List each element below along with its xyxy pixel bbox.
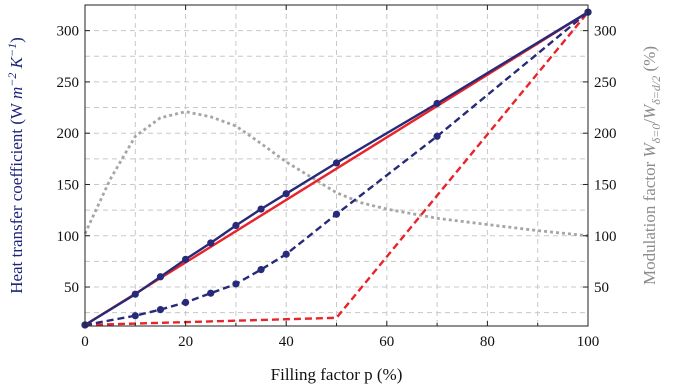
y-tick-label: 100 bbox=[57, 229, 80, 245]
data-point bbox=[257, 205, 265, 213]
series-line-3 bbox=[84, 11, 589, 327]
data-point bbox=[182, 298, 190, 307]
y2-tick-label: 250 bbox=[594, 75, 617, 91]
data-point bbox=[156, 273, 165, 281]
y-axis-label: Heat transfer coefficient (W m−2 K−1) bbox=[5, 37, 26, 294]
x-tick-label: 80 bbox=[480, 334, 495, 350]
data-point bbox=[232, 221, 240, 230]
data-point bbox=[433, 132, 441, 140]
y-tick-label: 200 bbox=[57, 126, 80, 142]
data-point bbox=[332, 210, 341, 218]
data-point bbox=[282, 190, 290, 198]
y-tick-label: 150 bbox=[57, 177, 80, 193]
ticks: 0 20 40 60 80 100 50 100 150 200 250 300 50 100 150 200… bbox=[57, 5, 617, 350]
y2-tick-label: 150 bbox=[594, 177, 617, 193]
data-point bbox=[207, 239, 215, 247]
y2-tick-label: 300 bbox=[594, 24, 617, 40]
x-tick-label: 100 bbox=[577, 334, 600, 350]
y-tick-label: 300 bbox=[57, 24, 80, 40]
x-tick-label: 40 bbox=[279, 334, 294, 350]
y-tick-label: 250 bbox=[57, 75, 80, 91]
data-point bbox=[332, 159, 341, 167]
data-point bbox=[182, 255, 190, 263]
data-point bbox=[257, 265, 265, 274]
data-point bbox=[282, 250, 290, 258]
x-tick-label: 20 bbox=[178, 334, 193, 350]
data-point bbox=[131, 290, 139, 298]
data-point bbox=[433, 99, 441, 108]
y2-tick-label: 200 bbox=[594, 126, 617, 142]
series-line-2 bbox=[84, 11, 589, 327]
x-tick-label: 60 bbox=[379, 334, 394, 350]
x-axis-label: Filling factor p (%) bbox=[271, 365, 403, 384]
y2-axis-label: Modulation factor Wδ=0/Wδ=d/2 (%) bbox=[640, 46, 663, 285]
data-point bbox=[207, 289, 215, 297]
data-point bbox=[131, 312, 139, 320]
y2-tick-label: 100 bbox=[594, 229, 617, 245]
y2-tick-label: 50 bbox=[594, 280, 609, 296]
grid bbox=[85, 5, 588, 326]
data-point bbox=[156, 305, 165, 314]
x-tick-label: 0 bbox=[81, 334, 89, 350]
data-point bbox=[232, 280, 240, 288]
y-tick-label: 50 bbox=[64, 280, 79, 296]
series-layer bbox=[81, 8, 592, 329]
